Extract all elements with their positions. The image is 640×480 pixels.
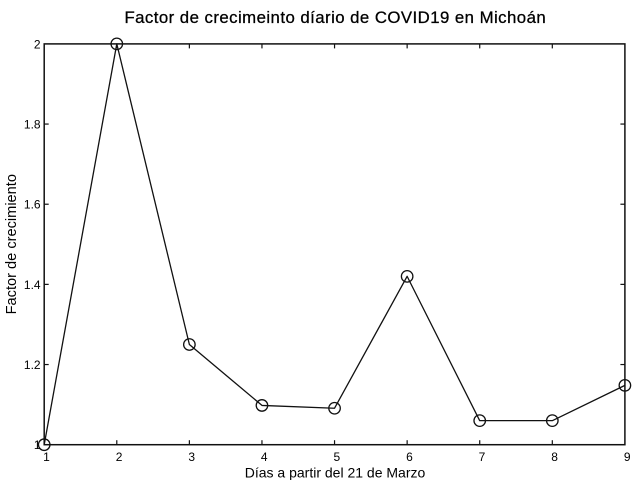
svg-text:1.8: 1.8 (24, 118, 41, 132)
svg-text:1.2: 1.2 (24, 358, 41, 372)
svg-text:2: 2 (34, 37, 41, 51)
svg-text:8: 8 (551, 450, 558, 464)
svg-text:6: 6 (406, 450, 413, 464)
svg-text:1: 1 (43, 450, 50, 464)
svg-text:5: 5 (334, 450, 341, 464)
svg-text:4: 4 (261, 450, 268, 464)
svg-text:1: 1 (34, 438, 41, 452)
svg-text:Factor de crecimiento: Factor de crecimiento (4, 174, 20, 314)
svg-text:2: 2 (116, 450, 123, 464)
svg-text:7: 7 (479, 450, 486, 464)
svg-text:Factor de crecimeinto díario d: Factor de crecimeinto díario de COVID19 … (124, 8, 546, 27)
svg-text:1.4: 1.4 (24, 278, 41, 292)
svg-text:3: 3 (188, 450, 195, 464)
svg-text:Días a partir del 21 de Marzo: Días a partir del 21 de Marzo (245, 464, 426, 480)
svg-text:9: 9 (624, 450, 631, 464)
svg-text:1.6: 1.6 (24, 198, 41, 212)
